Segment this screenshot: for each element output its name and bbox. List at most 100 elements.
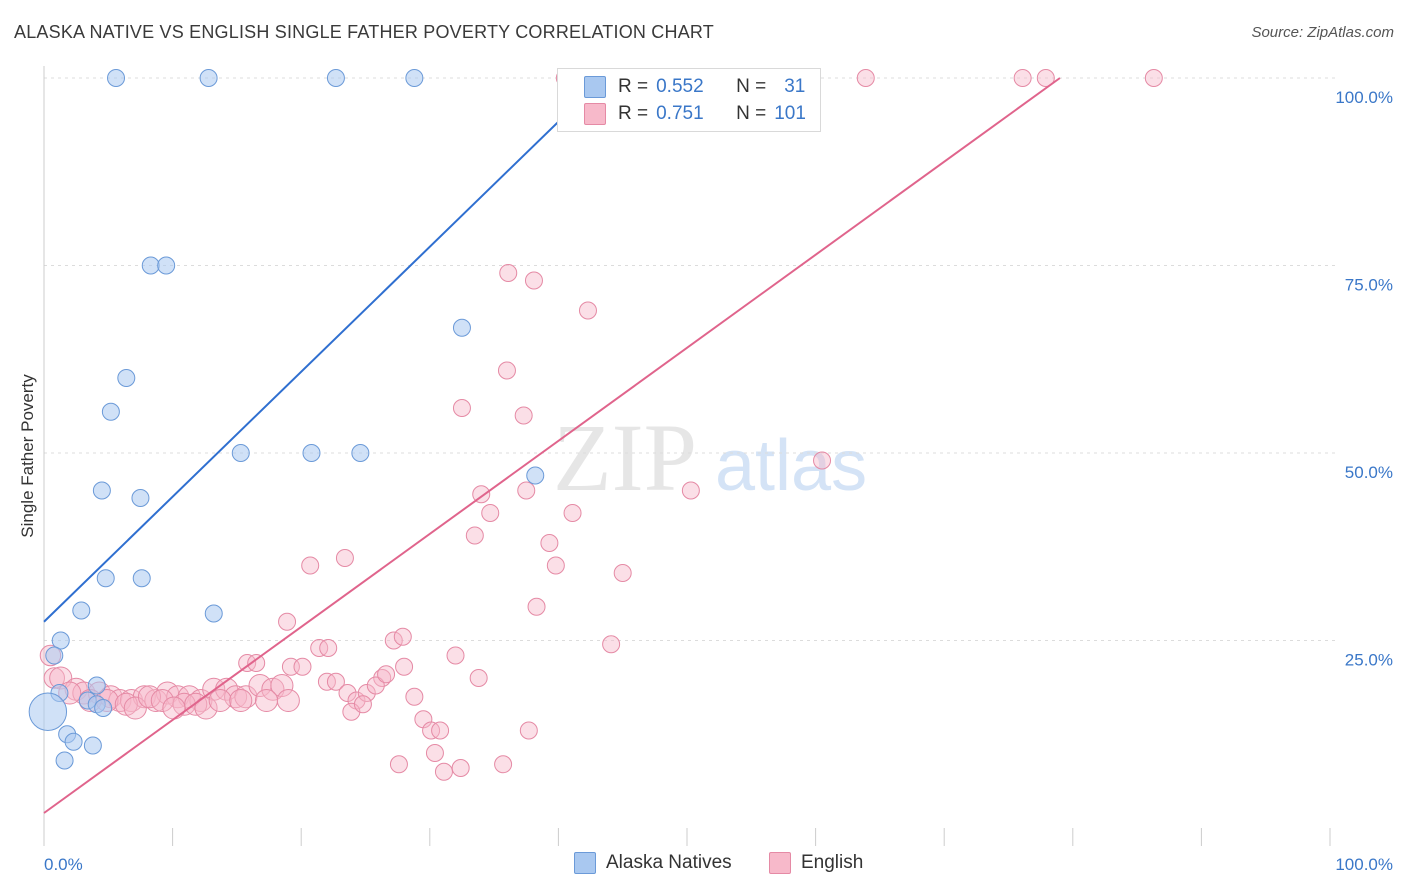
alaska-point (526, 466, 545, 485)
english-point (123, 696, 147, 720)
english-point (238, 654, 257, 672)
legend-n-value: 31 (784, 76, 806, 97)
english-point (472, 485, 491, 504)
alaska-point (302, 444, 321, 462)
english-point (446, 646, 465, 665)
english-point (613, 564, 632, 582)
english-point (465, 526, 484, 545)
english-point (602, 635, 621, 654)
english-point (563, 504, 582, 522)
english-point (1013, 69, 1032, 87)
alaska-point (92, 481, 111, 500)
legend-swatch-english (584, 103, 606, 125)
english-point (517, 481, 536, 500)
legend-item-alaska-natives[interactable]: Alaska Natives (574, 852, 732, 874)
alaska-point (131, 489, 150, 507)
english-point (499, 264, 518, 282)
legend-n-label: N = (736, 103, 767, 124)
alaska-point (452, 318, 471, 337)
legend-r-value: 0.751 (656, 103, 704, 124)
alaska-point (117, 369, 136, 387)
english-point (384, 631, 403, 650)
english-point (389, 755, 408, 774)
watermark-atlas: atlas (715, 426, 867, 506)
y-tick-label: 50.0% (1345, 463, 1393, 482)
alaska-point (64, 732, 83, 751)
legend-n-label: N = (736, 76, 767, 97)
stats-legend: R = 0.552 N = 31 R = 0.751 N = 101 (557, 68, 821, 132)
alaska-point (96, 569, 115, 588)
english-point (108, 688, 132, 713)
legend-swatch-alaska (574, 852, 596, 874)
english-point (1036, 69, 1055, 87)
english-point (114, 692, 138, 716)
chart-title: ALASKA NATIVE VS ENGLISH SINGLE FATHER P… (14, 22, 714, 42)
alaska-point (107, 69, 126, 87)
grid (44, 77, 1335, 641)
legend-swatch-alaska (584, 76, 606, 98)
alaska-point (405, 69, 424, 87)
legend-n-value: 101 (774, 103, 806, 124)
legend-r-label: R = (618, 76, 649, 97)
english-point (422, 721, 441, 740)
alaska-point (87, 676, 106, 695)
alaska-point (83, 736, 102, 755)
alaska-point (51, 631, 70, 650)
english-point (527, 597, 546, 616)
english-point (452, 399, 471, 417)
english-point (405, 687, 424, 706)
legend-row-alaska: R = 0.552 N = 31 (558, 74, 805, 100)
legend-label-alaska: Alaska Natives (606, 852, 732, 873)
legend-item-english[interactable]: English (769, 852, 863, 874)
alaska-point (101, 402, 120, 421)
y-tick-label: 100.0% (1335, 88, 1393, 107)
english-point (335, 549, 354, 567)
alaska-point (55, 751, 74, 770)
legend-r-value: 0.552 (656, 76, 704, 97)
english-point (681, 481, 700, 500)
english-point (540, 534, 559, 552)
alaska-point (45, 646, 64, 665)
english-point (278, 612, 297, 631)
alaska-point (132, 569, 151, 588)
alaska-point (28, 692, 68, 731)
english-point (546, 556, 565, 575)
english-point (353, 695, 372, 714)
english-point (229, 688, 253, 713)
tick-labels: 25.0% 50.0% 75.0% 100.0% 0.0% 100.0% (44, 88, 1393, 874)
english-point (247, 654, 266, 672)
english-point (469, 669, 488, 687)
legend-swatch-english (769, 852, 791, 874)
alaska-point (204, 604, 223, 623)
english-point (270, 673, 294, 698)
english-point (254, 688, 279, 713)
alaska-point (94, 699, 113, 717)
alaska-point (72, 601, 91, 620)
legend-r-label: R = (618, 103, 649, 124)
english-point (310, 639, 329, 657)
alaska-trend-line (43, 114, 566, 623)
english-point (377, 665, 396, 684)
legend-row-english: R = 0.751 N = 101 (558, 101, 806, 127)
english-point (497, 361, 516, 380)
english-point (431, 721, 450, 740)
english-point (293, 657, 312, 676)
english-point (357, 684, 376, 702)
series-legend: Alaska Natives English (0, 852, 1406, 878)
english-point (578, 301, 597, 320)
english-point (856, 69, 875, 87)
english-point (425, 744, 444, 762)
alaska-point (231, 444, 250, 462)
english-point (366, 676, 385, 695)
watermark-zip: ZIP (553, 404, 697, 511)
alaska-point (141, 256, 160, 275)
english-point (338, 684, 357, 702)
english-point (1144, 69, 1163, 87)
y-tick-label: 75.0% (1345, 276, 1393, 295)
english-point (481, 504, 500, 522)
english-point (208, 688, 232, 713)
english-point (301, 556, 320, 575)
english-point (326, 672, 345, 691)
english-point (395, 657, 414, 676)
